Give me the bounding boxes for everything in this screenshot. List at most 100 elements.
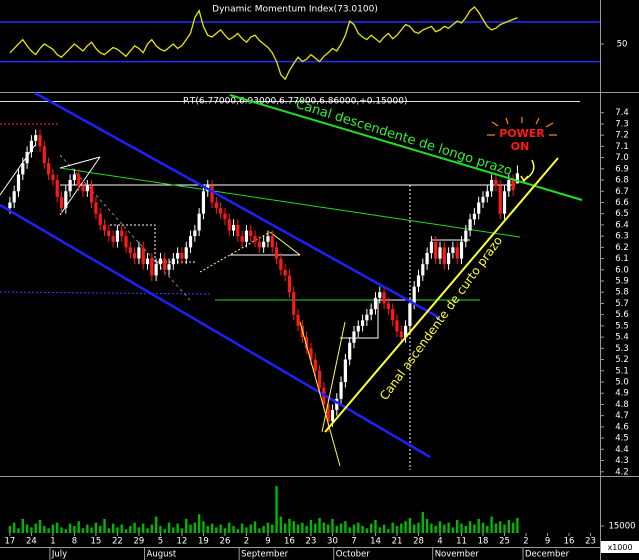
candle-body	[163, 258, 167, 270]
candle-body	[378, 292, 382, 298]
candle-body	[154, 264, 158, 276]
wedge-line	[299, 321, 341, 467]
volume-bar	[142, 523, 145, 533]
volume-unit: x1000	[607, 543, 632, 552]
volume-bar	[477, 518, 480, 533]
volume-bar	[99, 525, 102, 533]
volume-bar	[357, 522, 360, 533]
volume-bar	[47, 528, 50, 533]
volume-bar	[202, 521, 205, 533]
y-tick-label: 6.5	[615, 209, 629, 219]
candle-body	[455, 247, 459, 259]
y-tick-label: 5.2	[615, 355, 629, 365]
volume-bar	[154, 516, 158, 533]
volume-bar	[56, 522, 59, 533]
step-line	[110, 224, 195, 263]
indicator-line	[9, 6, 518, 81]
x-tick-label: 16	[284, 537, 295, 547]
candle-body	[12, 191, 16, 203]
volume-bar	[163, 529, 166, 533]
volume-bar	[348, 527, 351, 533]
volume-bar	[412, 524, 416, 533]
y-tick-label: 5.1	[615, 366, 629, 376]
volume-bar	[30, 527, 33, 533]
candle-body	[201, 191, 206, 214]
candle-body	[42, 146, 46, 164]
candle-body	[266, 236, 270, 242]
volume-bar	[94, 522, 98, 533]
candle-body	[68, 180, 72, 192]
candle-body	[330, 410, 335, 422]
candle-body	[249, 230, 253, 237]
volume-bar	[236, 529, 240, 533]
volume-bar	[197, 514, 201, 533]
volume-bar	[438, 521, 442, 533]
volume-bar	[296, 524, 300, 533]
volume-bar	[240, 523, 244, 533]
volume-bar	[391, 522, 394, 533]
x-tick-label: 21	[392, 537, 403, 547]
candle-body	[434, 241, 438, 259]
candle-body	[8, 202, 12, 209]
volume-bar	[124, 529, 128, 533]
triangle-line	[0, 144, 36, 196]
volume-bar	[464, 525, 468, 533]
volume-bar	[68, 523, 72, 533]
volume-bar	[322, 522, 326, 533]
month-label: July	[51, 550, 67, 560]
candle-body	[382, 292, 386, 304]
volume-bar	[12, 522, 16, 533]
volume-bar	[279, 516, 283, 533]
volume-bar	[189, 524, 192, 533]
x-tick-label: 19	[198, 537, 209, 547]
volume-bar	[17, 528, 20, 533]
volume-bar	[228, 522, 231, 533]
wedge-line	[321, 321, 346, 433]
volume-bar	[425, 518, 429, 533]
volume-bar	[258, 528, 261, 533]
y-tick-label: 7.3	[615, 119, 629, 129]
volume-bar	[21, 518, 24, 533]
candle-body	[399, 331, 403, 338]
candle-body	[150, 258, 154, 276]
x-tick-label: 23	[306, 537, 317, 547]
candle-body	[416, 275, 421, 287]
volume-bar	[335, 525, 338, 533]
volume-bar	[400, 523, 403, 533]
y-tick-label: 5.9	[615, 277, 629, 287]
volume-bar	[232, 525, 235, 533]
burst-ray	[491, 121, 499, 127]
volume-bar	[516, 517, 519, 533]
candle-body	[270, 236, 274, 248]
candle-body	[408, 303, 412, 326]
y-tick-label: 5.0	[615, 377, 629, 387]
volume-bar	[129, 525, 132, 533]
volume-bar	[219, 524, 222, 533]
volume-bar	[146, 528, 149, 533]
candle-body	[403, 325, 408, 338]
candle-body	[442, 247, 446, 265]
volume-bar	[167, 522, 171, 533]
candle-body	[90, 185, 94, 203]
candle-body	[468, 219, 472, 231]
volume-bar	[249, 524, 252, 533]
x-tick-label: 7	[351, 537, 356, 547]
volume-bar	[34, 523, 37, 533]
volume-bar	[73, 525, 76, 533]
candle-body	[274, 247, 279, 259]
volume-bar	[103, 518, 106, 533]
dashed-line	[59, 154, 191, 301]
candle-body	[214, 202, 218, 209]
candle-body	[326, 404, 330, 422]
candle-body	[77, 174, 81, 186]
x-tick-label: 23	[585, 537, 596, 547]
x-tick-label: 30	[327, 537, 338, 547]
candle-body	[425, 252, 429, 265]
volume-bar	[382, 524, 386, 533]
channel-line	[0, 203, 431, 459]
y-tick-label: 6.8	[615, 176, 629, 186]
burst-ray	[505, 117, 509, 125]
candle-body	[244, 230, 249, 242]
candle-body	[421, 264, 425, 276]
